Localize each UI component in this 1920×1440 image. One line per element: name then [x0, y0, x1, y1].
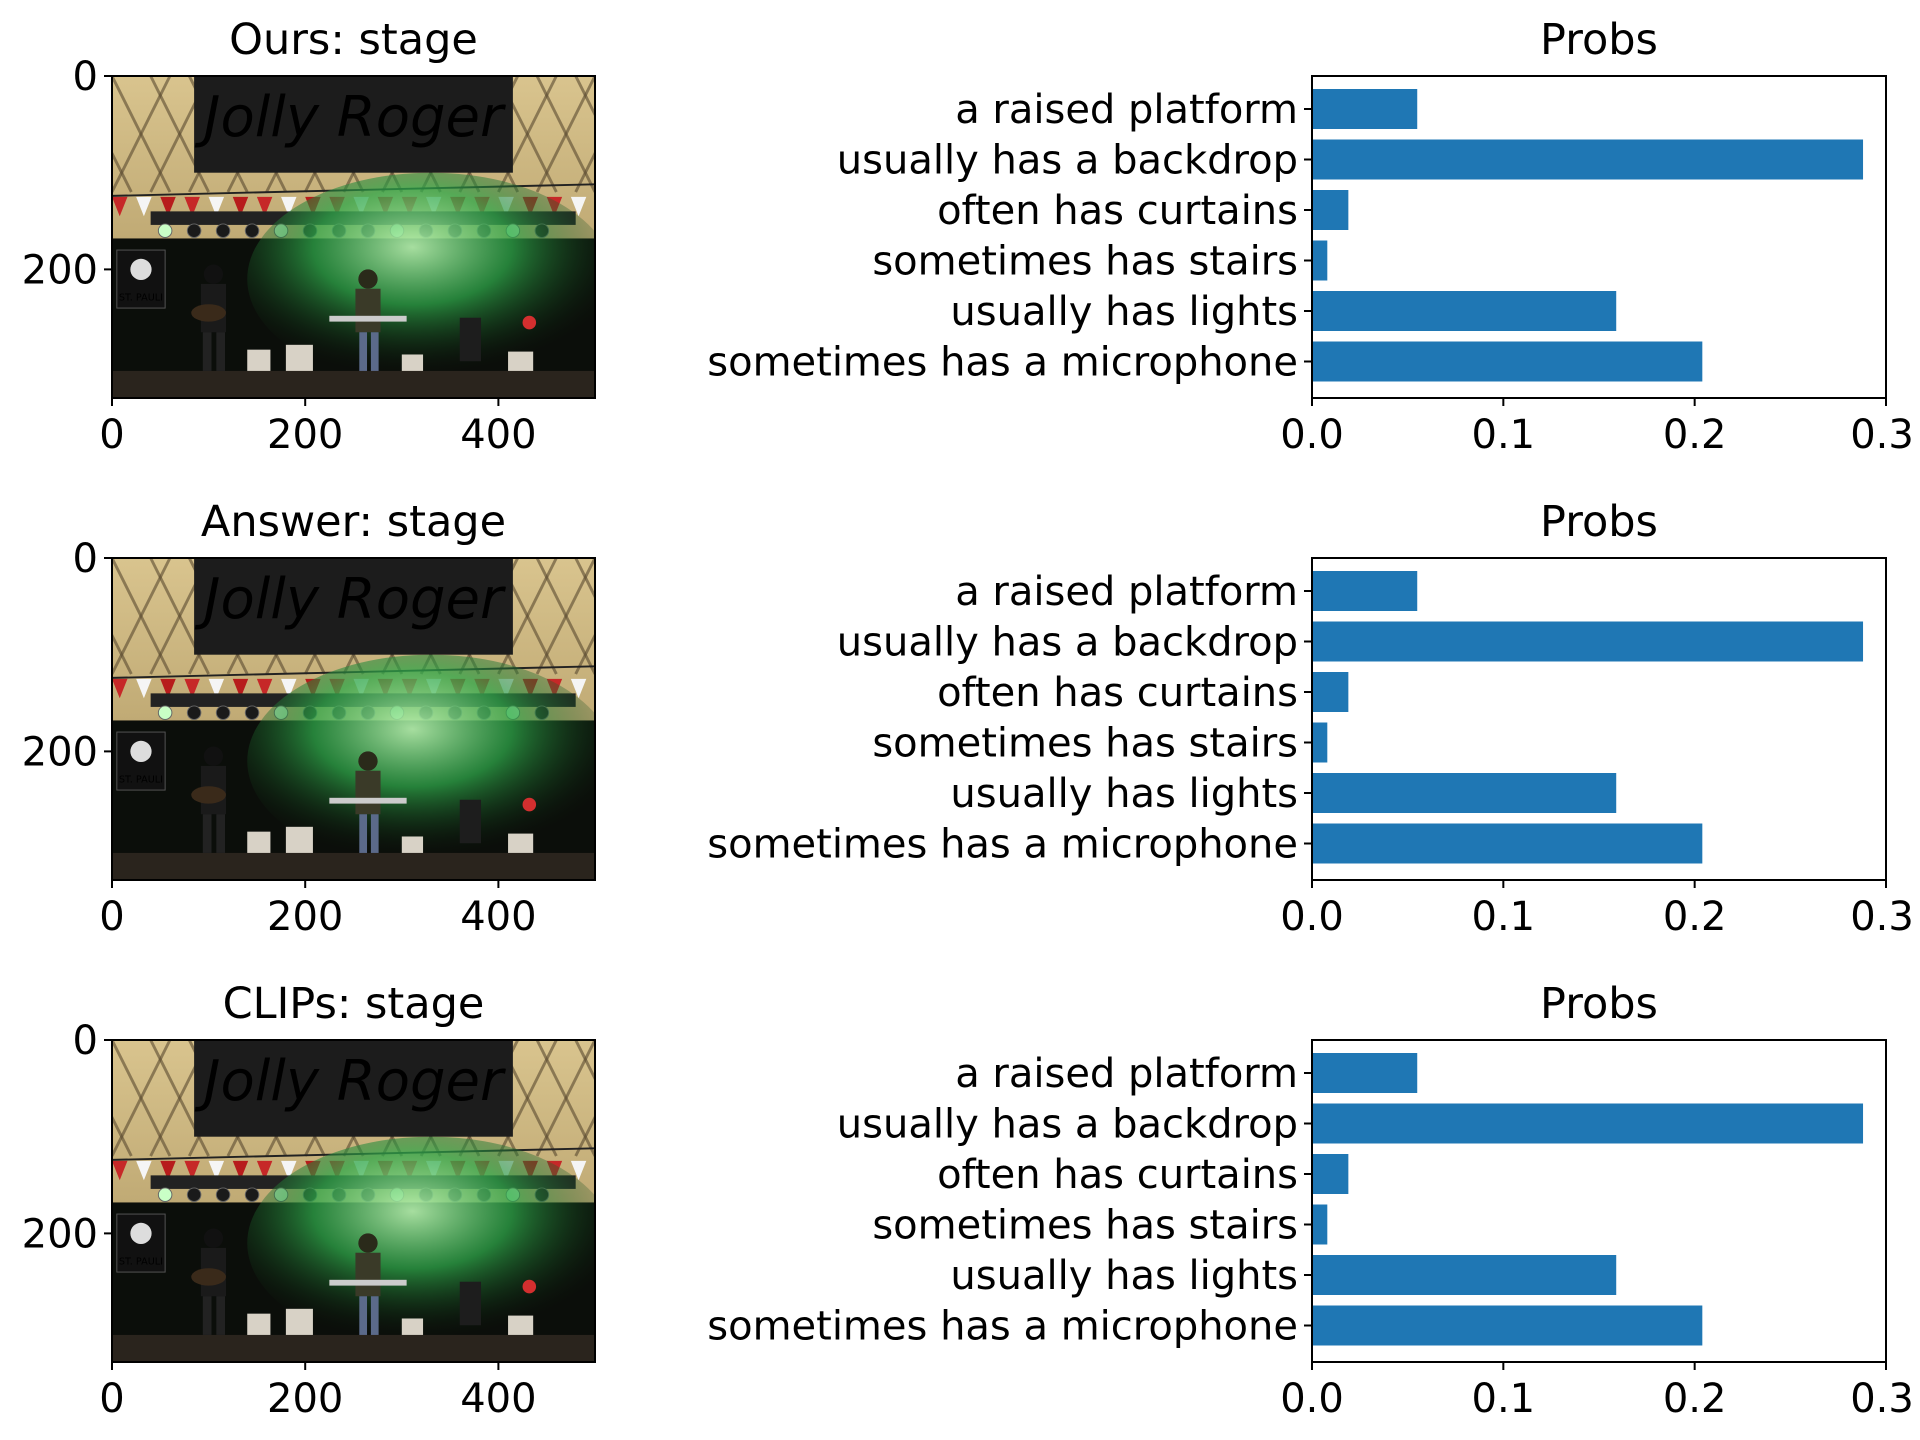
bar — [1312, 571, 1418, 611]
x-tick-label: 0.2 — [1663, 1376, 1727, 1422]
image-panel-title: Ours: stage — [229, 15, 478, 65]
x-tick-label: 0.0 — [1280, 412, 1344, 458]
bar — [1312, 1255, 1617, 1295]
image-axes-frame — [111, 75, 596, 399]
bar-panel-6: Probs a raised platform usually has a back… — [707, 979, 1914, 1422]
y-tick-label: 200 — [22, 729, 98, 775]
bar — [1312, 823, 1703, 864]
flag-text: ST. PAULI — [119, 1256, 163, 1267]
bar — [1312, 190, 1349, 230]
image-panel-3: Answer: stage Jolly Roger ST. PAULI 0 200 400… — [22, 497, 596, 940]
y-tick-label: 0 — [73, 536, 98, 582]
banner-text: Jolly Roger — [194, 567, 506, 632]
bar-axes-frame — [1311, 557, 1887, 881]
bar-panel-title: Probs — [1540, 15, 1658, 65]
image-panel-title: Answer: stage — [201, 497, 506, 547]
bar — [1312, 1204, 1328, 1245]
bar-panel-title: Probs — [1540, 979, 1658, 1029]
x-tick-label: 0 — [99, 894, 124, 940]
x-tick-label: 0.1 — [1472, 1376, 1536, 1422]
category-label: usually has lights — [950, 1253, 1298, 1299]
category-label: often has curtains — [937, 188, 1298, 234]
bar-panel-2: Probs a raised platform usually has a back… — [707, 15, 1914, 458]
bar — [1312, 773, 1617, 813]
bar — [1312, 621, 1864, 662]
x-tick-label: 400 — [460, 1376, 536, 1422]
category-label: sometimes has a microphone — [707, 1304, 1298, 1350]
bar-panel-4: Probs a raised platform usually has a back… — [707, 497, 1914, 940]
x-tick-label: 0.0 — [1280, 1376, 1344, 1422]
bar — [1312, 1053, 1418, 1093]
x-tick-label: 0.1 — [1472, 894, 1536, 940]
flag-text: ST. PAULI — [119, 774, 163, 785]
x-tick-label: 0.3 — [1850, 1376, 1914, 1422]
image-axes-frame — [111, 1039, 596, 1363]
x-tick-label: 0.2 — [1663, 894, 1727, 940]
x-tick-label: 0.3 — [1850, 894, 1914, 940]
image-axes-frame — [111, 557, 596, 881]
bar-axes-frame — [1311, 1039, 1887, 1363]
bar — [1312, 722, 1328, 763]
category-label: a raised platform — [955, 87, 1298, 133]
bar — [1312, 139, 1864, 180]
image-panel-title: CLIPs: stage — [223, 979, 485, 1029]
x-tick-label: 0.0 — [1280, 894, 1344, 940]
image-panel-1: Ours: stage Jolly Roger ST. PAULI 0 200 400 0 2… — [22, 15, 596, 458]
banner — [194, 1040, 513, 1137]
category-label: sometimes has stairs — [872, 721, 1298, 767]
category-label: usually has lights — [950, 289, 1298, 335]
x-tick-label: 0 — [99, 1376, 124, 1422]
banner-text: Jolly Roger — [194, 85, 506, 150]
flag-text: ST. PAULI — [119, 292, 163, 303]
banner — [194, 76, 513, 173]
category-label: usually has a backdrop — [837, 620, 1298, 666]
bar — [1312, 89, 1418, 129]
y-tick-label: 0 — [73, 54, 98, 100]
y-tick-label: 0 — [73, 1018, 98, 1064]
bar-axes-frame — [1311, 75, 1887, 399]
category-label: sometimes has stairs — [872, 239, 1298, 285]
bar — [1312, 341, 1703, 382]
bar — [1312, 291, 1617, 331]
x-tick-label: 400 — [460, 412, 536, 458]
y-tick-label: 200 — [22, 1211, 98, 1257]
category-label: a raised platform — [955, 569, 1298, 615]
bar — [1312, 1154, 1349, 1194]
x-tick-label: 0 — [99, 412, 124, 458]
stage-photo: Jolly Roger ST. PAULI — [112, 558, 595, 880]
x-tick-label: 400 — [460, 894, 536, 940]
category-label: sometimes has a microphone — [707, 340, 1298, 386]
x-tick-label: 0.2 — [1663, 412, 1727, 458]
category-label: a raised platform — [955, 1051, 1298, 1097]
bar — [1312, 1305, 1703, 1346]
image-panel-5: CLIPs: stage Jolly Roger ST. PAULI 0 200 400 0… — [22, 979, 596, 1422]
category-label: often has curtains — [937, 1152, 1298, 1198]
category-label: often has curtains — [937, 670, 1298, 716]
x-tick-label: 200 — [267, 894, 343, 940]
x-tick-label: 0.1 — [1472, 412, 1536, 458]
bar-panel-title: Probs — [1540, 497, 1658, 547]
category-label: sometimes has a microphone — [707, 822, 1298, 868]
category-label: usually has lights — [950, 771, 1298, 817]
category-label: usually has a backdrop — [837, 1102, 1298, 1148]
stage-photo: Jolly Roger ST. PAULI — [112, 76, 595, 398]
x-tick-label: 200 — [267, 1376, 343, 1422]
x-tick-label: 200 — [267, 412, 343, 458]
bar — [1312, 1103, 1864, 1144]
category-label: sometimes has stairs — [872, 1203, 1298, 1249]
category-label: usually has a backdrop — [837, 138, 1298, 184]
banner-text: Jolly Roger — [194, 1049, 506, 1114]
bar — [1312, 240, 1328, 281]
banner — [194, 558, 513, 655]
x-tick-label: 0.3 — [1850, 412, 1914, 458]
stage-photo: Jolly Roger ST. PAULI — [112, 1040, 595, 1362]
y-tick-label: 200 — [22, 247, 98, 293]
bar — [1312, 672, 1349, 712]
